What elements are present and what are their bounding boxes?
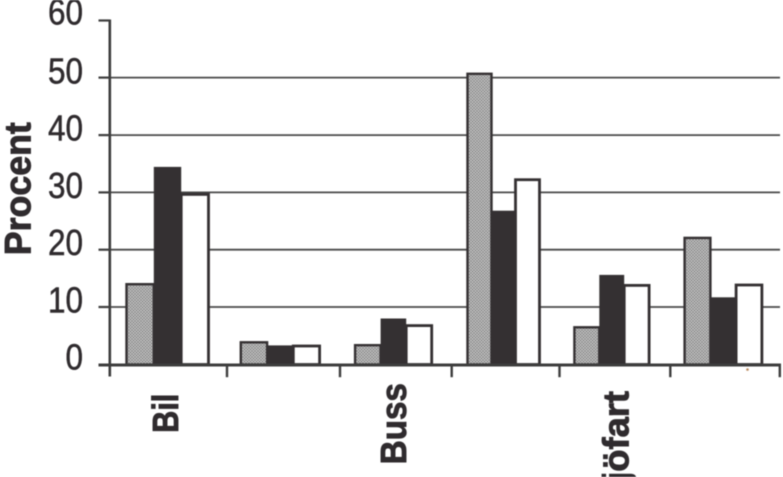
svg-text:0: 0 bbox=[66, 337, 84, 378]
svg-text:30: 30 bbox=[48, 165, 83, 206]
svg-text:50: 50 bbox=[48, 51, 83, 92]
svg-text:Procent: Procent bbox=[0, 122, 38, 255]
svg-text:40: 40 bbox=[48, 108, 83, 149]
svg-text:10: 10 bbox=[48, 279, 83, 320]
svg-text:Buss: Buss bbox=[373, 383, 414, 464]
svg-text:60: 60 bbox=[48, 0, 83, 33]
svg-text:Sjöfart: Sjöfart bbox=[595, 391, 636, 477]
svg-text:Bil: Bil bbox=[145, 394, 186, 433]
svg-text:20: 20 bbox=[48, 222, 83, 263]
